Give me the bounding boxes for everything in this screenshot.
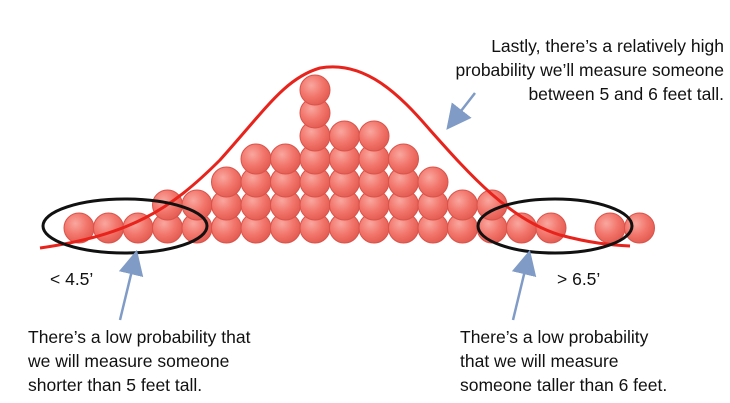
ball [270,143,301,175]
ball [358,120,390,152]
annotation-line: shorter than 5 feet tall. [28,375,203,395]
annotation-line: we will measure someone [28,351,230,371]
ball [388,143,419,175]
annotation-line: There’s a low probability that [28,327,251,347]
high-probability-annotation: Lastly, there’s a relatively high probab… [456,34,724,106]
ball [211,166,242,198]
ball-stacks [63,74,655,244]
right-tail-ellipse [476,197,634,255]
ball [594,212,626,244]
arrow-top [446,92,476,130]
ball [240,143,272,175]
arrow-right [511,249,537,321]
annotation-line: probability we’ll measure someone [455,60,724,80]
low-probability-tall-annotation: There’s a low probability that we will m… [460,325,667,397]
ball [417,166,449,198]
annotation-line: between 5 and 6 feet tall. [528,84,724,104]
annotation-line: There’s a low probability [460,327,649,347]
ball [447,189,478,221]
arrow-left [118,249,144,321]
right-axis-label: > 6.5’ [557,269,601,289]
ball [181,189,213,221]
left-axis-label: < 4.5’ [50,269,94,289]
annotation-line: Lastly, there’s a relatively high [491,36,724,56]
ball [299,74,331,106]
low-probability-short-annotation: There’s a low probability that we will m… [28,325,250,397]
annotation-line: someone taller than 6 feet. [460,375,668,395]
ball [329,120,360,152]
normal-curve [39,65,631,250]
annotation-line: that we will measure [460,351,619,371]
